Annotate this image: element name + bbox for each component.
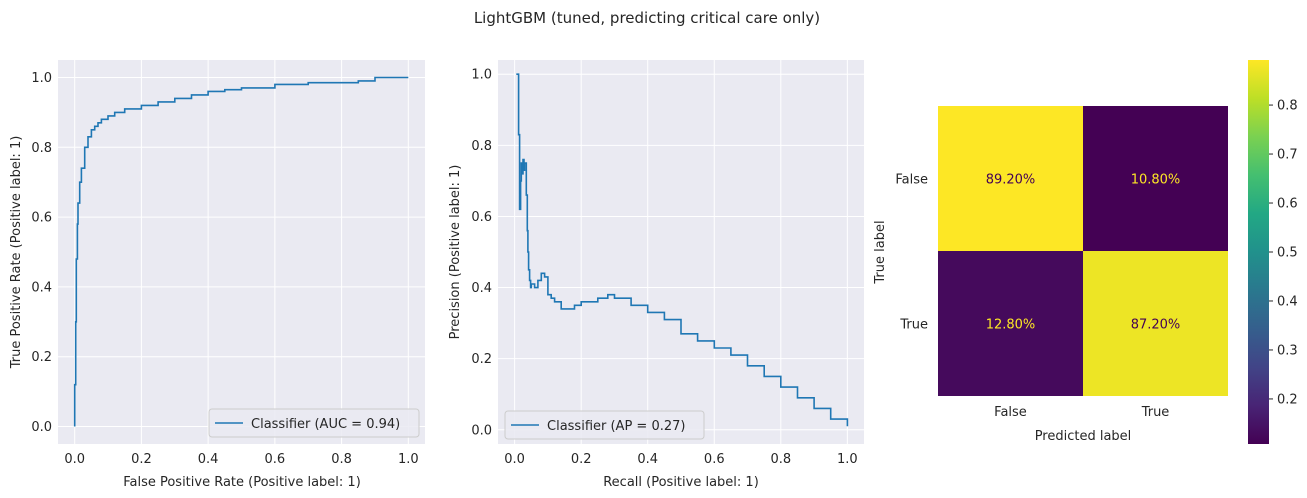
pr-x-tick-label: 0.6 [704, 452, 725, 467]
roc-y-tick-label: 0.8 [31, 141, 52, 156]
roc-x-tick-label: 0.2 [131, 452, 152, 467]
roc-x-tick-label: 1.0 [398, 452, 419, 467]
cm-y-tick-label: False [895, 173, 928, 188]
pr-y-tick-label: 0.6 [471, 210, 492, 225]
roc-y-tick-label: 0.4 [31, 280, 52, 295]
pr-x-tick-label: 0.4 [637, 452, 658, 467]
colorbar-tick-label: 0.3 [1277, 343, 1298, 358]
cm-x-tick-label: True [1141, 405, 1170, 420]
colorbar-tick-label: 0.2 [1277, 392, 1298, 407]
roc-x-tick-label: 0.0 [64, 452, 85, 467]
confusion-matrix-ticks: False True False True [895, 173, 1169, 421]
pr-x-tick-label: 0.0 [504, 452, 525, 467]
cm-x-tick-label: False [994, 405, 1027, 420]
pr-x-tick-label: 1.0 [837, 452, 858, 467]
cm-x-axis-label: Predicted label [1035, 429, 1132, 444]
pr-ticks: 0.0 0.2 0.4 0.6 0.8 1.0 0.0 0.2 0.4 0.6 0.8 1.0 [471, 68, 857, 467]
roc-curve [73, 76, 409, 427]
roc-y-tick-label: 0.0 [31, 420, 52, 435]
roc-y-tick-label: 0.2 [31, 350, 52, 365]
colorbar-tick-label: 0.6 [1277, 197, 1298, 212]
confusion-matrix-cells: 89.20% 10.80% 12.80% 87.20% [938, 106, 1228, 396]
cm-y-axis-label: True label [873, 220, 888, 284]
roc-grid [58, 60, 425, 444]
pr-x-tick-label: 0.2 [571, 452, 592, 467]
roc-y-tick-label: 0.6 [31, 211, 52, 226]
roc-ticks: 0.0 0.2 0.4 0.6 0.8 1.0 0.0 0.2 0.4 0.6 0.8 1.0 [31, 71, 418, 467]
pr-legend: Classifier (AP = 0.27) [504, 410, 705, 440]
confusion-matrix-cell [1083, 106, 1228, 251]
pr-x-tick-label: 0.8 [770, 452, 791, 467]
confusion-matrix-cell [938, 251, 1083, 396]
pr-y-axis-label: Precision (Positive label: 1) [448, 165, 463, 340]
roc-legend-label: Classifier (AUC = 0.94) [251, 417, 400, 432]
confusion-matrix-cell-label: 89.20% [986, 173, 1036, 188]
pr-curve [516, 73, 849, 427]
confusion-matrix-panel: 89.20% 10.80% 12.80% 87.20% False True False T… [873, 60, 1298, 444]
roc-y-axis-label: True Positive Rate (Positive label: 1) [9, 136, 24, 370]
confusion-matrix-cell [1083, 251, 1228, 396]
colorbar-tick-label: 0.4 [1277, 294, 1298, 309]
colorbar-tick-label: 0.7 [1277, 148, 1298, 163]
roc-legend: Classifier (AUC = 0.94) [208, 408, 420, 438]
colorbar-tick-label: 0.5 [1277, 246, 1298, 261]
roc-panel: 0.0 0.2 0.4 0.6 0.8 1.0 0.0 0.2 0.4 0.6 0.8 1.0 Cla… [9, 60, 425, 490]
figure-title: LightGBM (tuned, predicting critical car… [474, 9, 820, 27]
roc-plot-area [58, 60, 425, 444]
cm-y-tick-label: True [899, 318, 928, 333]
pr-y-tick-label: 0.0 [471, 423, 492, 438]
roc-y-tick-label: 1.0 [31, 71, 52, 86]
confusion-matrix-cell-label: 87.20% [1131, 318, 1181, 333]
pr-panel: 0.0 0.2 0.4 0.6 0.8 1.0 0.0 0.2 0.4 0.6 0.8 1.0 Cla… [448, 60, 864, 490]
pr-y-tick-label: 0.2 [471, 352, 492, 367]
pr-y-tick-label: 0.8 [471, 139, 492, 154]
roc-x-tick-label: 0.6 [265, 452, 286, 467]
confusion-matrix-cell-label: 12.80% [986, 318, 1036, 333]
roc-x-tick-label: 0.4 [198, 452, 219, 467]
colorbar-tick-label: 0.8 [1277, 99, 1298, 114]
roc-x-axis-label: False Positive Rate (Positive label: 1) [123, 475, 361, 490]
colorbar [1248, 60, 1269, 444]
pr-y-tick-label: 1.0 [471, 68, 492, 83]
confusion-matrix-cell [938, 106, 1083, 251]
pr-plot-area [498, 60, 864, 444]
pr-y-tick-label: 0.4 [471, 281, 492, 296]
pr-x-axis-label: Recall (Positive label: 1) [603, 475, 759, 490]
roc-x-tick-label: 0.8 [331, 452, 352, 467]
pr-legend-label: Classifier (AP = 0.27) [547, 419, 685, 434]
pr-grid [498, 60, 864, 444]
colorbar-ticks: 0.2 0.3 0.4 0.5 0.6 0.7 0.8 [1269, 99, 1298, 407]
confusion-matrix-cell-label: 10.80% [1131, 173, 1181, 188]
